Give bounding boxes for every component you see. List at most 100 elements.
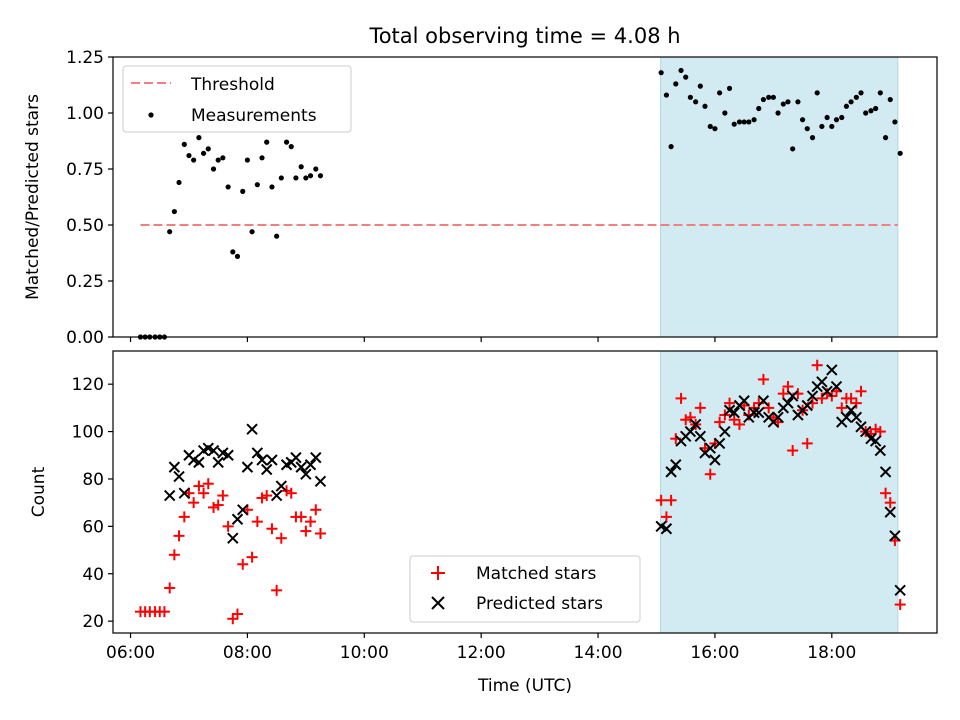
matched-star-point	[300, 525, 312, 537]
measurement-point	[278, 175, 284, 181]
predicted-star-point	[840, 411, 853, 424]
measurement-point	[244, 157, 251, 163]
time-x-tick-label: 16:00	[690, 643, 739, 663]
predicted-star-point	[178, 487, 191, 499]
ratio-y-tick-label: 0.00	[66, 328, 104, 348]
time-x-tick-label: 18:00	[807, 643, 856, 663]
predicted-star-point	[728, 406, 740, 419]
measurement-point	[283, 139, 290, 145]
measurement-point	[205, 146, 211, 152]
measurement-point	[293, 175, 299, 181]
matched-star-point	[660, 511, 672, 523]
measurement-point	[741, 119, 747, 125]
ratio-y-tick-label: 1.00	[66, 104, 104, 124]
matched-star-point	[675, 392, 687, 404]
predicted-star-point	[748, 406, 760, 419]
predicted-star-point	[753, 406, 765, 419]
matched-star-point	[811, 359, 823, 371]
matched-star-point	[684, 411, 696, 423]
matched-star-point	[757, 373, 769, 385]
predicted-star-point	[193, 456, 205, 469]
ratio-x-ticks	[129, 337, 833, 342]
measurement-points	[137, 67, 903, 340]
matched-star-point	[310, 504, 322, 516]
matched-star-point	[855, 385, 867, 397]
ratio-y-axis: 0.00 0.25 0.50 0.75 1.00 1.25	[66, 48, 113, 348]
measurement-point	[269, 184, 275, 190]
measurement-point	[663, 92, 670, 98]
matched-star-point	[874, 426, 886, 438]
count-y-tick-label: 60	[82, 517, 104, 537]
measurement-point	[683, 74, 689, 80]
measurement-point	[760, 96, 767, 103]
predicted-stars-points	[163, 364, 906, 597]
matched-star-point	[880, 487, 892, 499]
ratio-panel: 0.00 0.25 0.50 0.75 1.00 1.25 Matched/Predict…	[23, 48, 938, 348]
measurement-point	[795, 99, 801, 105]
predicted-star-point	[237, 504, 249, 516]
measurement-point	[712, 126, 718, 132]
measurement-point	[264, 139, 270, 145]
count-y-tick-label: 40	[82, 565, 104, 585]
predicted-star-point	[304, 459, 317, 471]
matched-star-point	[314, 527, 326, 539]
measurement-point	[678, 67, 684, 74]
legend-predicted-label: Predicted stars	[476, 594, 603, 614]
predicted-star-point	[850, 411, 863, 424]
predicted-star-point	[713, 437, 726, 450]
predicted-star-point	[869, 435, 882, 447]
shaded-observing-window-bottom	[660, 350, 899, 634]
measurement-point	[313, 166, 319, 172]
predicted-star-point	[801, 399, 813, 412]
measurement-point	[897, 150, 903, 156]
measurement-point	[877, 90, 883, 96]
measurement-point	[303, 175, 309, 181]
predicted-star-point	[670, 459, 682, 471]
predicted-star-point	[704, 442, 716, 454]
matched-star-point	[188, 497, 200, 509]
matched-star-point	[251, 516, 263, 528]
predicted-star-point	[684, 425, 697, 438]
measurement-point	[839, 114, 845, 121]
measurement-point	[186, 152, 192, 159]
measurement-point	[196, 135, 202, 141]
matched-star-point	[733, 418, 745, 430]
matched-star-point	[782, 381, 794, 393]
predicted-star-point	[889, 530, 901, 542]
matched-star-point	[714, 416, 726, 428]
ratio-y-axis-label: Matched/Predicted stars	[23, 94, 43, 300]
measurement-point	[702, 103, 708, 109]
matched-star-point	[164, 582, 176, 594]
predicted-star-point	[816, 376, 828, 388]
legend-measurements-label: Measurements	[191, 106, 317, 126]
predicted-star-point	[709, 454, 721, 466]
measurement-point	[824, 114, 830, 121]
x-axis-label: Time (UTC)	[477, 676, 572, 696]
matched-star-point	[193, 480, 205, 492]
predicted-star-point	[207, 444, 220, 457]
predicted-star-point	[290, 451, 302, 464]
measurement-point	[668, 144, 674, 150]
predicted-star-point	[260, 463, 273, 476]
measurement-point	[200, 150, 207, 156]
matched-star-point	[295, 511, 307, 523]
matched-star-point	[261, 490, 273, 502]
matched-star-point	[894, 599, 906, 611]
predicted-star-point	[295, 461, 307, 473]
matched-star-point	[173, 530, 185, 542]
measurement-point	[814, 90, 820, 96]
predicted-star-point	[241, 461, 254, 473]
measurement-point	[751, 117, 757, 123]
matched-star-point	[801, 437, 813, 449]
matched-star-point	[178, 511, 190, 523]
measurement-point	[658, 70, 664, 76]
matched-star-point	[271, 584, 283, 596]
measurement-point	[882, 135, 889, 141]
matched-star-point	[845, 392, 857, 404]
measurement-point	[707, 123, 713, 130]
measurement-point	[298, 164, 304, 170]
matched-star-point	[198, 487, 210, 499]
predicted-star-point	[806, 390, 819, 402]
count-y-axis: 20 40 60 80 100 120	[72, 375, 113, 632]
